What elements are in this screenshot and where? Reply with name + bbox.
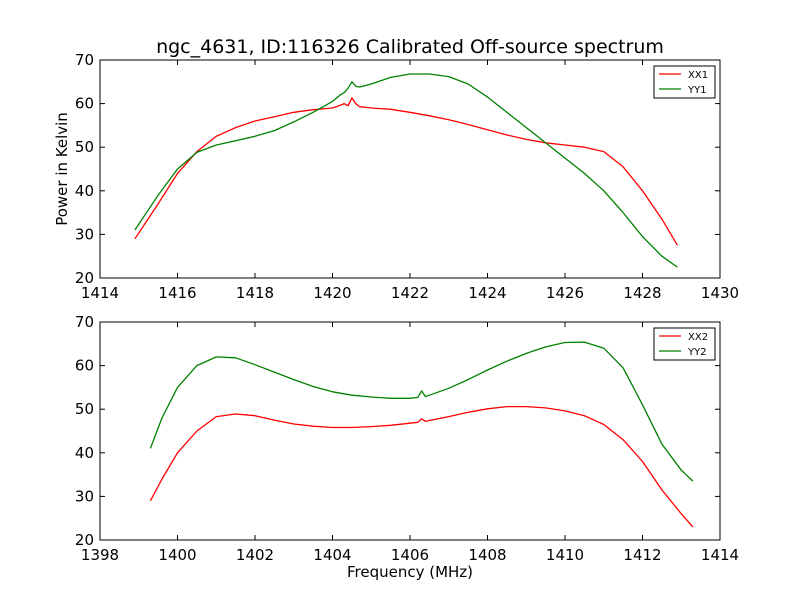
x-tick-label: 1412 [623,546,661,564]
x-tick-label: 1414 [701,546,739,564]
x-tick-label: 1426 [546,284,584,302]
x-tick-label: 1400 [158,546,196,564]
y-tick-label: 50 [75,400,94,418]
legend-box [653,327,716,361]
x-tick-label: 1408 [468,546,506,564]
series-line-yy2 [149,341,694,482]
x-tick-label: 1424 [468,284,506,302]
x-tick-label: 1414 [81,284,119,302]
legend-box [653,65,716,99]
chart-title: ngc_4631, ID:116326 Calibrated Off-sourc… [156,36,664,58]
legend-label-yy1: YY1 [687,85,707,96]
x-tick-label: 1420 [313,284,351,302]
top-panel-ticks: 1414 1416 1418 1420 1422 1424 1426 1428 1430 20 30… [75,51,739,302]
y-tick-label: 70 [75,313,94,331]
y-tick-label: 40 [75,444,94,462]
x-tick-label: 1430 [701,284,739,302]
y-tick-label: 70 [75,51,94,69]
y-tick-label: 60 [75,357,94,375]
bottom-panel-series [149,341,694,528]
bottom-panel-ticks: 1398 1400 1402 1404 1406 1408 1410 1412 1414 20 30… [75,313,739,564]
x-tick-label: 1398 [81,546,119,564]
y-tick-label: 20 [75,269,94,287]
series-line-xx2 [149,405,694,528]
y-tick-label: 30 [75,225,94,243]
legend-label-xx2: XX2 [688,332,708,343]
legend-label-xx1: XX1 [688,70,708,81]
top-panel-series [134,73,678,268]
y-axis-label: Power in Kelvin [53,112,71,226]
y-tick-label: 40 [75,182,94,200]
x-tick-label: 1422 [391,284,429,302]
series-line-xx1 [134,97,678,246]
legend-label-yy2: YY2 [687,347,707,358]
series-line-yy1 [134,73,678,268]
x-tick-label: 1404 [313,546,351,564]
x-axis-label: Frequency (MHz) [347,563,473,581]
y-tick-label: 60 [75,95,94,113]
y-tick-label: 50 [75,138,94,156]
bottom-panel-legend: XX2 YY2 [653,327,716,361]
top-panel: 1414 1416 1418 1420 1422 1424 1426 1428 1430 20 30… [53,51,739,302]
x-tick-label: 1418 [236,284,274,302]
y-tick-label: 20 [75,531,94,549]
x-tick-label: 1406 [391,546,429,564]
x-tick-label: 1416 [158,284,196,302]
x-tick-label: 1402 [236,546,274,564]
top-panel-legend: XX1 YY1 [653,65,716,99]
y-tick-label: 30 [75,487,94,505]
x-tick-label: 1428 [623,284,661,302]
x-tick-label: 1410 [546,546,584,564]
bottom-panel: 1398 1400 1402 1404 1406 1408 1410 1412 1414 20 30… [75,313,739,581]
